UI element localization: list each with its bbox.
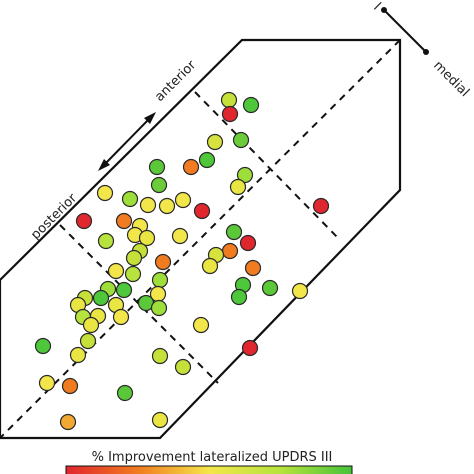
data-point <box>206 133 224 151</box>
data-point <box>182 158 200 176</box>
data-point <box>92 289 110 307</box>
data-point <box>312 197 330 215</box>
lm-axis-line <box>383 9 427 53</box>
data-point <box>158 197 176 215</box>
ap-axis-arrowhead-posterior <box>98 159 110 171</box>
data-point <box>220 91 238 109</box>
data-point <box>239 234 257 252</box>
data-point <box>171 227 189 245</box>
data-point <box>107 262 125 280</box>
data-point <box>138 229 156 247</box>
data-point <box>38 374 56 392</box>
data-point <box>121 190 139 208</box>
data-point <box>75 212 93 230</box>
colorbar-title: % Improvement lateralized UPDRS III <box>92 450 333 465</box>
data-point <box>69 346 87 364</box>
data-point <box>79 332 97 350</box>
data-point <box>154 253 172 271</box>
data-point <box>193 202 211 220</box>
posterior-label: posterior <box>28 191 80 243</box>
data-point <box>97 232 115 250</box>
data-point <box>236 166 254 184</box>
data-point <box>221 105 239 123</box>
data-point <box>96 184 114 202</box>
anterior-label: anterior <box>152 57 200 105</box>
data-point <box>229 178 247 196</box>
center-dashed-diagonal <box>0 39 401 439</box>
data-point <box>115 281 133 299</box>
data-point <box>112 308 130 326</box>
data-point <box>221 242 239 260</box>
lm-axis-dot-lateral <box>381 7 387 13</box>
data-point <box>174 358 192 376</box>
data-point <box>225 223 243 241</box>
data-point <box>34 337 52 355</box>
data-point <box>192 316 210 334</box>
data-point <box>201 257 219 275</box>
scatter-points <box>34 91 330 431</box>
data-point <box>291 282 309 300</box>
divider-top <box>194 91 341 241</box>
data-point <box>82 316 100 334</box>
ap-axis-arrowhead-anterior <box>144 112 156 124</box>
lm-axis-dot-medial <box>423 49 429 55</box>
medial-label: medial <box>430 58 472 100</box>
ap-axis-line <box>103 117 151 166</box>
data-point <box>151 347 169 365</box>
data-point <box>125 249 143 267</box>
data-point <box>124 265 142 283</box>
data-point <box>244 259 262 277</box>
data-point <box>115 212 133 230</box>
data-point <box>242 96 260 114</box>
data-point <box>230 288 248 306</box>
data-point <box>61 377 79 395</box>
data-point <box>59 413 77 431</box>
data-point <box>241 339 259 357</box>
colorbar <box>65 465 353 474</box>
data-point <box>174 191 192 209</box>
data-point <box>151 411 169 429</box>
data-point <box>116 384 134 402</box>
data-point <box>232 131 250 149</box>
data-point <box>148 158 166 176</box>
data-point <box>150 176 168 194</box>
data-point <box>150 299 168 317</box>
data-point <box>261 279 279 297</box>
divider-middle <box>59 224 219 384</box>
data-point <box>198 151 216 169</box>
data-point <box>139 196 157 214</box>
data-point <box>151 271 169 289</box>
